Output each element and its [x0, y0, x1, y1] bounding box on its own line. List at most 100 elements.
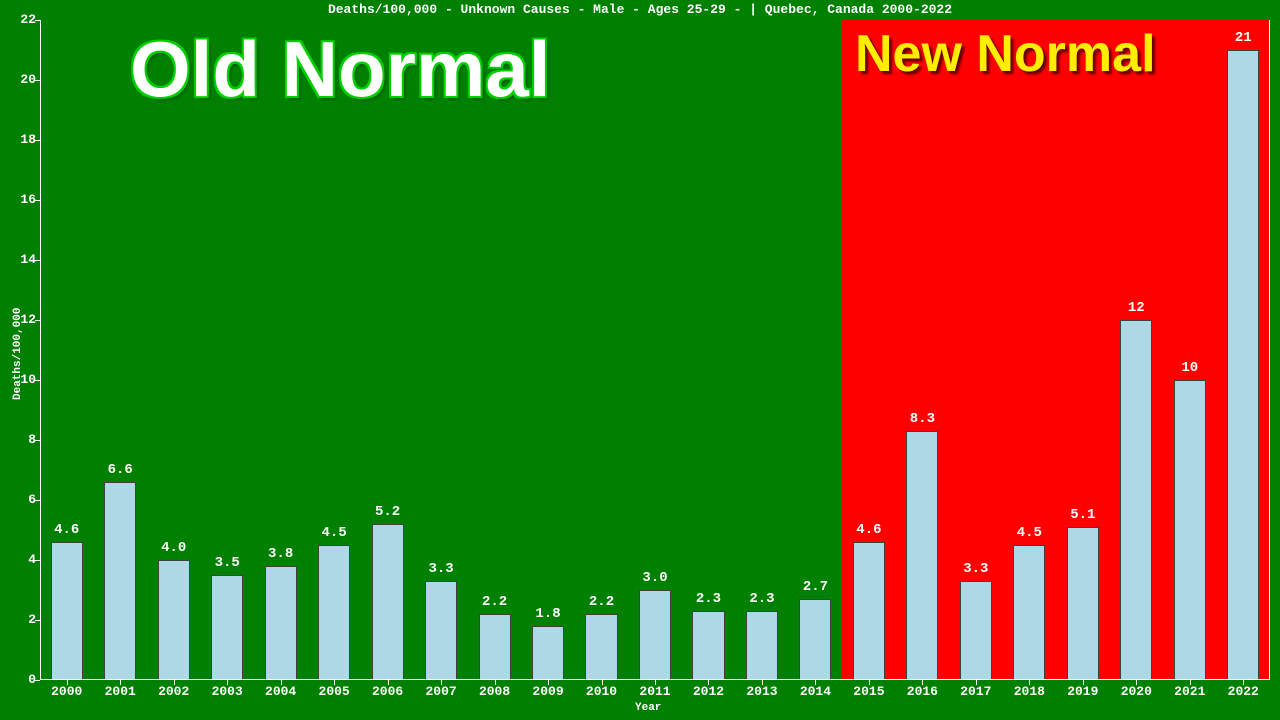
y-tick-mark	[35, 320, 40, 321]
y-tick-label: 10	[6, 372, 36, 387]
bar-value-label: 12	[1128, 300, 1145, 316]
y-tick-label: 18	[6, 132, 36, 147]
x-tick-mark	[1243, 680, 1244, 685]
y-tick-mark	[35, 620, 40, 621]
x-tick-mark	[869, 680, 870, 685]
bar	[1120, 320, 1152, 680]
bar-value-label: 2.2	[482, 594, 507, 610]
x-tick-mark	[922, 680, 923, 685]
bar	[372, 524, 404, 680]
bar-value-label: 4.6	[54, 522, 79, 538]
x-tick-label: 2005	[319, 684, 350, 699]
x-tick-label: 2001	[105, 684, 136, 699]
y-axis-line-left	[40, 20, 41, 680]
bar-value-label: 3.3	[963, 561, 988, 577]
x-tick-label: 2003	[212, 684, 243, 699]
x-tick-label: 2022	[1228, 684, 1259, 699]
bar-value-label: 2.2	[589, 594, 614, 610]
x-tick-mark	[1083, 680, 1084, 685]
bar	[639, 590, 671, 680]
bar	[799, 599, 831, 680]
bar	[265, 566, 297, 680]
x-tick-label: 2000	[51, 684, 82, 699]
y-tick-label: 6	[6, 492, 36, 507]
x-tick-mark	[495, 680, 496, 685]
y-tick-label: 14	[6, 252, 36, 267]
x-tick-mark	[1029, 680, 1030, 685]
bar-value-label: 5.2	[375, 504, 400, 520]
y-tick-label: 0	[6, 672, 36, 687]
bar	[532, 626, 564, 680]
x-tick-mark	[334, 680, 335, 685]
bar-value-label: 1.8	[535, 606, 560, 622]
x-tick-mark	[655, 680, 656, 685]
bar-value-label: 3.0	[642, 570, 667, 586]
y-tick-label: 4	[6, 552, 36, 567]
y-tick-label: 2	[6, 612, 36, 627]
y-tick-mark	[35, 680, 40, 681]
bar-value-label: 10	[1181, 360, 1198, 376]
x-tick-mark	[388, 680, 389, 685]
bar	[158, 560, 190, 680]
x-tick-mark	[174, 680, 175, 685]
y-tick-mark	[35, 200, 40, 201]
x-tick-mark	[120, 680, 121, 685]
bar	[746, 611, 778, 680]
y-axis-line-right	[1269, 20, 1270, 680]
bar	[906, 431, 938, 680]
bar	[211, 575, 243, 680]
bar-value-label: 4.0	[161, 540, 186, 556]
y-tick-label: 16	[6, 192, 36, 207]
bar	[1067, 527, 1099, 680]
bar-value-label: 3.3	[428, 561, 453, 577]
y-tick-mark	[35, 500, 40, 501]
bar	[479, 614, 511, 680]
y-tick-mark	[35, 140, 40, 141]
y-tick-label: 12	[6, 312, 36, 327]
bar-value-label: 4.5	[1017, 525, 1042, 541]
chart-container: Deaths/100,000 - Unknown Causes - Male -…	[0, 0, 1280, 720]
x-tick-label: 2020	[1121, 684, 1152, 699]
bar	[104, 482, 136, 680]
bar-value-label: 5.1	[1070, 507, 1095, 523]
x-tick-label: 2004	[265, 684, 296, 699]
y-tick-mark	[35, 440, 40, 441]
x-tick-label: 2018	[1014, 684, 1045, 699]
x-tick-label: 2019	[1067, 684, 1098, 699]
bar	[51, 542, 83, 680]
x-tick-mark	[227, 680, 228, 685]
x-tick-label: 2021	[1174, 684, 1205, 699]
y-tick-label: 20	[6, 72, 36, 87]
x-tick-label: 2013	[746, 684, 777, 699]
bar-value-label: 3.8	[268, 546, 293, 562]
x-tick-mark	[762, 680, 763, 685]
bar	[425, 581, 457, 680]
bar	[585, 614, 617, 680]
y-tick-mark	[35, 20, 40, 21]
bar	[1174, 380, 1206, 680]
x-tick-mark	[548, 680, 549, 685]
x-tick-label: 2012	[693, 684, 724, 699]
x-tick-label: 2011	[639, 684, 670, 699]
x-tick-mark	[441, 680, 442, 685]
bar	[1227, 50, 1259, 680]
x-tick-label: 2006	[372, 684, 403, 699]
bar	[1013, 545, 1045, 680]
bar	[692, 611, 724, 680]
x-tick-mark	[1190, 680, 1191, 685]
bar	[318, 545, 350, 680]
chart-title: Deaths/100,000 - Unknown Causes - Male -…	[0, 2, 1280, 17]
bar-value-label: 8.3	[910, 411, 935, 427]
x-tick-label: 2010	[586, 684, 617, 699]
bar-value-label: 21	[1235, 30, 1252, 46]
bar-value-label: 4.6	[856, 522, 881, 538]
bar-value-label: 2.3	[696, 591, 721, 607]
x-tick-label: 2017	[960, 684, 991, 699]
x-axis-label: Year	[635, 702, 661, 714]
bar-value-label: 4.5	[322, 525, 347, 541]
bar-value-label: 3.5	[215, 555, 240, 571]
x-tick-mark	[708, 680, 709, 685]
x-tick-label: 2009	[532, 684, 563, 699]
bar-value-label: 2.3	[749, 591, 774, 607]
x-tick-mark	[67, 680, 68, 685]
